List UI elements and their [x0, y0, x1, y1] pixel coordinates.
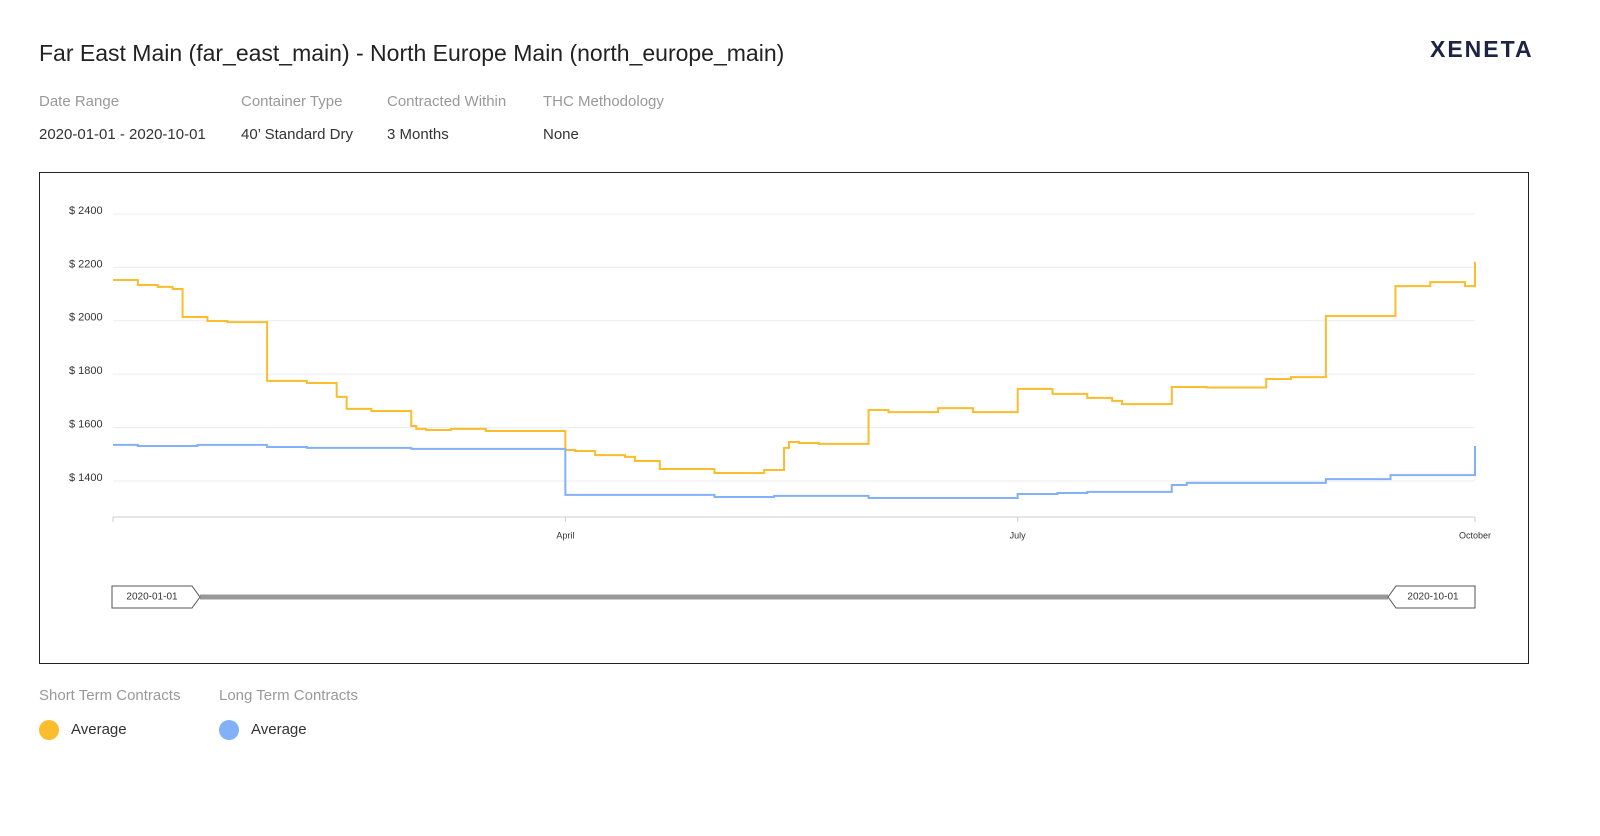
range-handle: [111, 585, 201, 609]
range-handle: [1387, 585, 1476, 609]
filter-label: Date Range: [39, 93, 120, 110]
y-tick-label: $ 2400: [69, 205, 103, 217]
filter-value: 2020-01-01 - 2020-10-01: [39, 126, 206, 143]
y-tick-label: $ 1800: [69, 365, 103, 377]
legend-group: Long Term Contracts: [219, 687, 358, 704]
series-line: [113, 443, 1476, 500]
legend-label: Average: [251, 721, 307, 738]
title: Far East Main (far_east_main) - North Eu…: [39, 40, 785, 66]
range-start-label: 2020-01-01: [126, 592, 178, 603]
x-tick-label: October: [1459, 530, 1491, 540]
filter-label: Contracted Within: [387, 93, 507, 110]
legend-group: Short Term Contracts: [39, 687, 181, 704]
x-tick-label: April: [556, 530, 574, 540]
range-end-label: 2020-10-01: [1407, 592, 1459, 603]
chart: $ 1400 $ 1600 $ 1800 $ 2000 $ 2200 $ 2400 Apri…: [39, 172, 1529, 664]
chart-frame: [39, 172, 1529, 664]
filter-label: Container Type: [241, 93, 343, 110]
filter-value: 3 Months: [387, 126, 449, 143]
legend-label: Average: [71, 721, 127, 738]
legend-swatch: [219, 720, 239, 740]
y-tick-label: $ 2200: [69, 258, 103, 270]
y-tick-label: $ 1600: [69, 418, 103, 430]
logo: XENETA: [1430, 36, 1534, 62]
y-tick-label: $ 1400: [69, 472, 103, 484]
legend-swatch: [39, 720, 59, 740]
filter-label: THC Methodology: [543, 93, 664, 110]
series-line: [113, 262, 1476, 474]
y-tick-label: $ 2000: [69, 312, 103, 324]
filter-value: 40’ Standard Dry: [241, 126, 354, 143]
filter-value: None: [543, 126, 579, 143]
x-tick-label: July: [1010, 530, 1027, 540]
